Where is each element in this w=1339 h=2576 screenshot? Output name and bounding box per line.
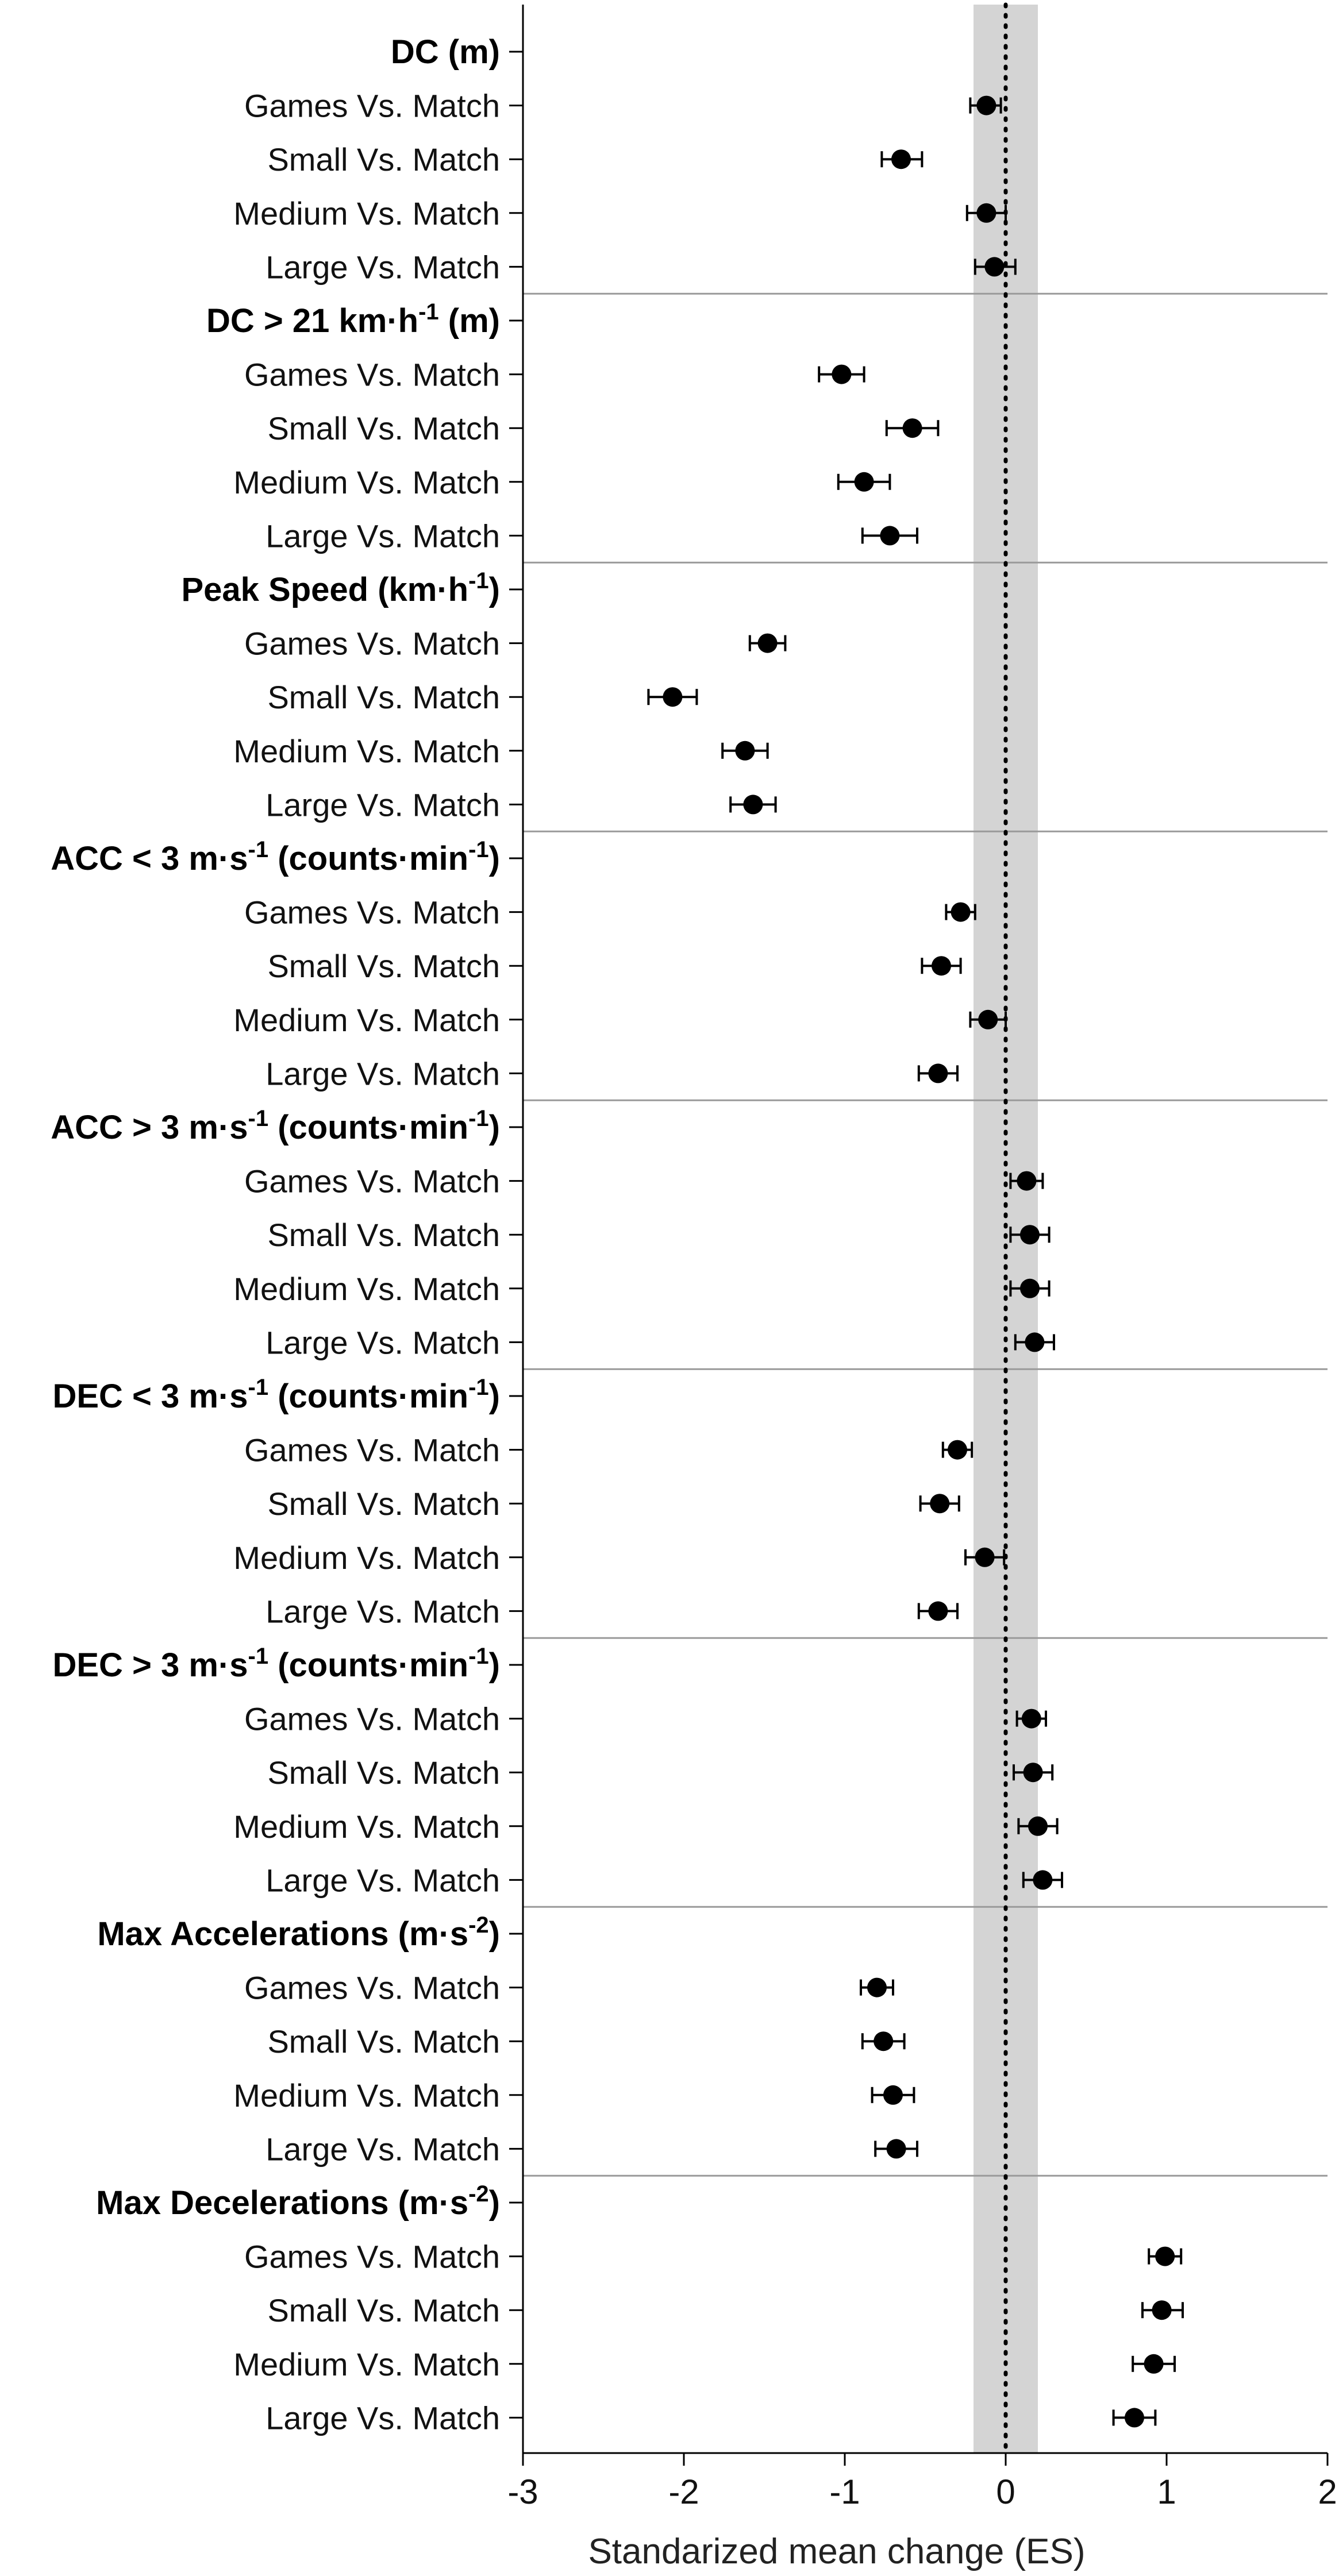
row-label: Games Vs. Match: [244, 88, 500, 124]
row-label: Medium Vs. Match: [233, 195, 500, 232]
effect-size-point: [975, 1547, 995, 1567]
row-label: Games Vs. Match: [244, 894, 500, 931]
effect-size-point: [1020, 1278, 1040, 1298]
row-label: Small Vs. Match: [267, 141, 500, 178]
row-label: Large Vs. Match: [266, 1055, 500, 1092]
group-label: DEC < 3 m·s-1​ (counts·min-1​): [52, 1375, 500, 1415]
effect-size-point: [1155, 2246, 1175, 2266]
effect-size-point: [951, 902, 971, 922]
effect-size-point: [832, 364, 852, 384]
row-label: Games Vs. Match: [244, 1163, 500, 1200]
row-label: Small Vs. Match: [267, 1486, 500, 1522]
effect-size-point: [757, 633, 778, 653]
row-label: Small Vs. Match: [267, 2292, 500, 2328]
effect-size-point: [1028, 1816, 1048, 1836]
row-label: Large Vs. Match: [266, 2131, 500, 2167]
effect-size-point: [867, 1977, 887, 1997]
effect-size-point: [663, 687, 683, 707]
effect-size-point: [902, 418, 922, 438]
x-tick-label: 1: [1157, 2473, 1176, 2511]
row-label: Games Vs. Match: [244, 1701, 500, 1737]
y-axis-ticks: [509, 51, 523, 2419]
row-label: Large Vs. Match: [266, 1324, 500, 1360]
row-label: Games Vs. Match: [244, 1432, 500, 1468]
effect-size-point: [1125, 2408, 1144, 2428]
group-label: Max Accelerations (m·s-2​): [97, 1912, 500, 1953]
row-label: Games Vs. Match: [244, 1970, 500, 2006]
group-label: Max Decelerations (m·s-2​): [96, 2181, 500, 2222]
row-label: Small Vs. Match: [267, 1217, 500, 1253]
effect-size-point: [976, 95, 996, 115]
row-label: Medium Vs. Match: [233, 2077, 500, 2114]
effect-size-point: [984, 257, 1005, 277]
effect-size-point: [880, 526, 900, 546]
row-label: Small Vs. Match: [267, 2023, 500, 2060]
group-label: DEC > 3 m·s-1​ (counts·min-1​): [52, 1644, 500, 1684]
effect-size-point: [1023, 1763, 1043, 1783]
row-label: Large Vs. Match: [266, 1862, 500, 1898]
row-label: Games Vs. Match: [244, 626, 500, 662]
group-label: ACC < 3 m·s-1​ (counts·min-1​): [51, 837, 500, 877]
effect-size-point: [1025, 1332, 1045, 1352]
x-tick-label: -3: [507, 2473, 538, 2511]
x-tick-label: 2: [1318, 2473, 1337, 2511]
row-label: Medium Vs. Match: [233, 1271, 500, 1307]
row-label: Medium Vs. Match: [233, 1002, 500, 1038]
row-label: Small Vs. Match: [267, 1754, 500, 1791]
effect-size-point: [874, 2031, 894, 2051]
row-label: Large Vs. Match: [266, 2400, 500, 2436]
effect-size-point: [1144, 2354, 1164, 2374]
x-tick-label: -2: [668, 2473, 699, 2511]
row-label: Large Vs. Match: [266, 1593, 500, 1629]
effect-size-point: [886, 2139, 906, 2159]
row-label: Small Vs. Match: [267, 410, 500, 446]
row-labels: DC (m) Games Vs. Match Small Vs. Match Medi…: [51, 33, 500, 2436]
group-label: DC (m): [391, 33, 500, 71]
effect-size-point: [883, 2085, 903, 2105]
row-label: Medium Vs. Match: [233, 464, 500, 500]
effect-size-point: [928, 1063, 948, 1083]
effect-size-point: [1021, 1709, 1041, 1729]
group-label: Peak Speed (km·h-1​): [181, 568, 500, 608]
group-label: ACC > 3 m·s-1​ (counts·min-1​): [51, 1106, 500, 1146]
row-label: Medium Vs. Match: [233, 1808, 500, 1845]
x-tick-label: -1: [829, 2473, 860, 2511]
effect-size-point: [854, 472, 874, 492]
x-axis-title: Standarized mean change (ES): [588, 2532, 1085, 2571]
row-label: Large Vs. Match: [266, 786, 500, 823]
effect-size-point: [743, 795, 763, 815]
group-separators: [523, 292, 1328, 2177]
row-label: Small Vs. Match: [267, 679, 500, 715]
effect-size-point: [735, 741, 755, 761]
x-tick-label: 0: [996, 2473, 1015, 2511]
effect-size-point: [948, 1440, 967, 1460]
effect-size-point: [1017, 1171, 1037, 1191]
effect-size-point: [1152, 2300, 1172, 2320]
effect-size-marks: [647, 95, 1184, 2428]
row-label: Medium Vs. Match: [233, 733, 500, 769]
effect-size-point: [928, 1601, 948, 1621]
effect-size-point: [1033, 1870, 1053, 1890]
effect-size-point: [976, 203, 996, 223]
effect-size-point: [932, 956, 951, 976]
row-label: Small Vs. Match: [267, 948, 500, 984]
effect-size-point: [1020, 1225, 1040, 1245]
row-label: Games Vs. Match: [244, 2239, 500, 2275]
row-label: Large Vs. Match: [266, 518, 500, 554]
row-label: Medium Vs. Match: [233, 2346, 500, 2382]
group-label: DC > 21 km·h-1​ (m): [206, 299, 500, 340]
effect-size-point: [930, 1494, 950, 1514]
row-label: Large Vs. Match: [266, 249, 500, 285]
row-label: Medium Vs. Match: [233, 1540, 500, 1576]
effect-size-point: [891, 149, 911, 169]
x-axis-ticks: -3 -2 -1 0 1 2: [507, 2453, 1337, 2511]
effect-size-point: [978, 1009, 998, 1029]
row-label: Games Vs. Match: [244, 357, 500, 393]
